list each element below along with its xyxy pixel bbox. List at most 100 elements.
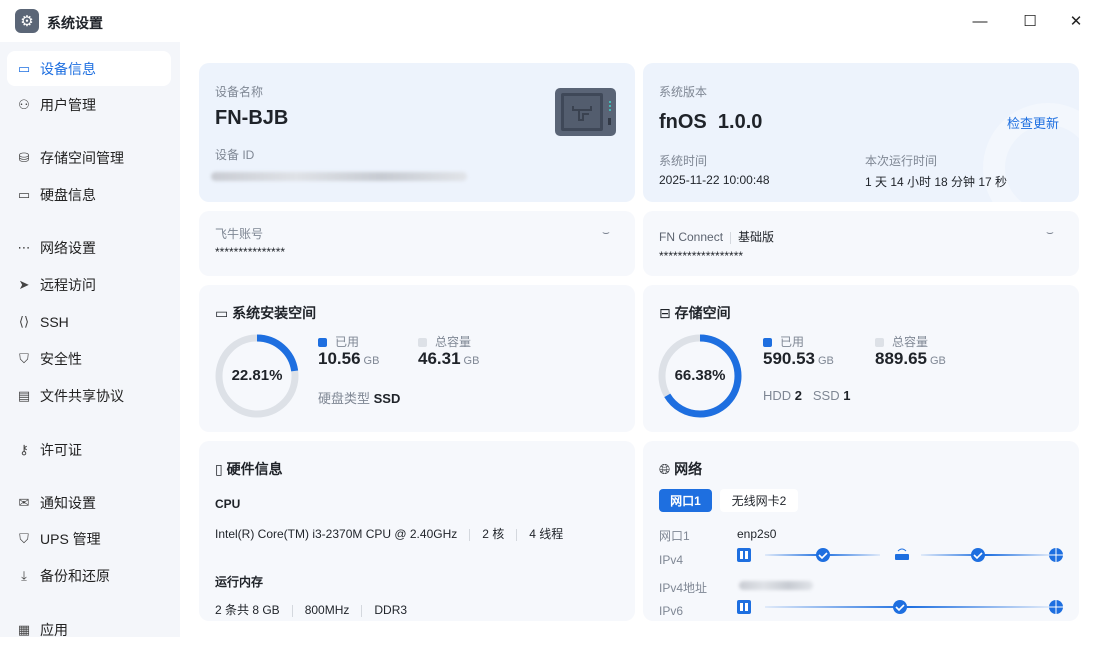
version-label: 系统版本: [659, 85, 708, 99]
device-card: 设备名称 FN-BJB 设备 ID: [199, 63, 635, 202]
install-used: 10.56 GB: [318, 349, 380, 368]
account-label: 飞牛账号: [215, 227, 264, 241]
storage-used: 590.53 GB: [763, 349, 834, 368]
storage-card: ⊟ 存储空间 66.38% 已用 590.53 GB 总容量 889.65 GB H…: [643, 285, 1079, 432]
device-id-label: 设备 ID: [215, 148, 255, 162]
sidebar-item-label: 许可证: [40, 441, 82, 458]
sidebar-item-label: 安全性: [40, 350, 82, 367]
device-id-blurred: [211, 172, 467, 181]
minimize-button[interactable]: —: [972, 12, 988, 30]
used-legend: 已用: [763, 333, 804, 350]
nic-icon: [737, 600, 751, 614]
check-update-link[interactable]: 检查更新: [1007, 116, 1060, 131]
system-version: fnOS 1.0.0: [659, 111, 763, 133]
maximize-button[interactable]: ☐: [1023, 13, 1037, 30]
system-time: 2025-11-22 10:00:48: [659, 173, 770, 187]
sidebar-item-label: UPS 管理: [40, 530, 101, 547]
send-icon: ➤: [18, 276, 30, 292]
drive-icon: ▭: [215, 305, 233, 321]
uptime-label: 本次运行时间: [865, 154, 938, 168]
sidebar-item-12[interactable]: ⤓ 备份和还原: [7, 558, 171, 593]
apps-icon: ▦: [17, 621, 31, 637]
sidebar-item-label: 备份和还原: [40, 567, 110, 584]
file-icon: ▤: [17, 387, 31, 403]
check-icon: [893, 600, 907, 614]
window-title: 系统设置: [47, 15, 103, 31]
device-name: FN-BJB: [215, 107, 289, 129]
network-card: 🌐︎ 网络 网口1 无线网卡2 网口1 enp2s0 IPv4 IPv4地址 I…: [643, 441, 1079, 621]
sidebar-item-2[interactable]: ⛁ 存储空间管理: [7, 140, 171, 175]
sidebar-item-label: 存储空间管理: [40, 149, 124, 166]
sidebar-item-0[interactable]: ▭ 设备信息: [7, 51, 171, 86]
main-panel: 设备名称 FN-BJB 设备 ID 系统版本 fnOS 1.0.0 检查更新 系…: [180, 44, 1099, 637]
sidebar-item-8[interactable]: ▤ 文件共享协议: [7, 378, 171, 413]
sidebar-item-5[interactable]: ➤ 远程访问: [7, 267, 171, 302]
tab-wireless2[interactable]: 无线网卡2: [720, 489, 798, 512]
storage-icon: ⊟: [659, 305, 675, 321]
disk-type: 硬盘类型 SSD: [318, 391, 401, 406]
install-space-percent: 22.81%: [231, 367, 283, 384]
sidebar-item-label: 远程访问: [40, 276, 96, 293]
cpu-info: Intel(R) Core(TM) i3-2370M CPU @ 2.40GHz…: [215, 527, 564, 541]
fn-connect-label: FN Connect 基础版: [659, 230, 775, 244]
fn-connect-value: ******************: [659, 249, 744, 263]
fn-connect-card: FN Connect 基础版 ****************** ⌣: [643, 211, 1079, 276]
user-icon: ⚇: [18, 96, 30, 112]
sidebar-item-9[interactable]: ⚷ 许可证: [7, 432, 171, 467]
sidebar-item-3[interactable]: ▭ 硬盘信息: [7, 177, 171, 212]
sidebar-item-label: 文件共享协议: [40, 387, 124, 404]
install-space-title: ▭ 系统安装空间: [215, 305, 317, 321]
used-legend: 已用: [318, 333, 359, 350]
sidebar-item-label: 用户管理: [40, 96, 96, 113]
hardware-icon: ▯: [215, 461, 227, 477]
key-icon: ⚷: [19, 441, 29, 457]
total-legend: 总容量: [418, 333, 471, 350]
globe-icon: 🌐︎: [659, 461, 675, 477]
backup-icon: ⤓: [21, 567, 27, 583]
storage-icon: ⛁: [18, 149, 30, 165]
cpu-label: CPU: [215, 497, 241, 511]
close-button[interactable]: ✕: [1069, 13, 1083, 30]
sidebar-item-label: 通知设置: [40, 494, 96, 511]
disk-icon: ▭: [17, 186, 31, 202]
sidebar-item-label: 网络设置: [40, 239, 96, 256]
nic-icon: [737, 548, 751, 562]
ipv6-label: IPv6: [659, 604, 684, 618]
install-space-card: ▭ 系统安装空间 22.81% 已用 10.56 GB 总容量 46.31 GB 硬…: [199, 285, 635, 432]
check-icon: [816, 548, 830, 562]
disk-counts: HDD 2 SSD 1: [763, 388, 851, 403]
sidebar-item-11[interactable]: ⛉ UPS 管理: [7, 521, 171, 556]
sidebar-item-10[interactable]: ✉ 通知设置: [7, 485, 171, 520]
ipv4-address-blurred: [739, 581, 813, 590]
internet-globe-icon: [1049, 548, 1063, 562]
eye-closed-icon[interactable]: ⌣: [1046, 225, 1054, 239]
mail-icon: ✉: [18, 494, 30, 510]
sidebar-item-13[interactable]: ▦ 应用: [7, 612, 171, 647]
memory-info: 2 条共 8 GB 800MHz DDR3: [215, 603, 408, 617]
sidebar-item-6[interactable]: ⟨⟩ SSH: [7, 304, 171, 339]
drive-icon: ▭: [17, 60, 31, 76]
sidebar-background: [0, 42, 180, 637]
system-card: 系统版本 fnOS 1.0.0 检查更新 系统时间 2025-11-22 10:…: [643, 63, 1079, 202]
sidebar-item-7[interactable]: ⛉ 安全性: [7, 341, 171, 376]
sidebar-item-1[interactable]: ⚇ 用户管理: [7, 87, 171, 122]
settings-gear-icon: ⚙: [15, 9, 39, 33]
ipv4-address-label: IPv4地址: [659, 581, 708, 595]
network-icon: ⋯: [17, 239, 31, 255]
system-time-label: 系统时间: [659, 154, 708, 168]
sidebar-item-label: 设备信息: [40, 60, 96, 77]
memory-label: 运行内存: [215, 575, 264, 589]
iface-label: 网口1: [659, 529, 690, 543]
total-legend: 总容量: [875, 333, 928, 350]
terminal-icon: ⟨⟩: [18, 313, 30, 329]
uptime: 1 天 14 小时 18 分钟 17 秒: [865, 175, 1008, 189]
storage-title: ⊟ 存储空间: [659, 305, 731, 321]
storage-percent: 66.38%: [674, 367, 726, 384]
eye-closed-icon[interactable]: ⌣: [602, 225, 610, 239]
internet-globe-icon: [1049, 600, 1063, 614]
install-space-ring: [215, 334, 299, 418]
tab-port1[interactable]: 网口1: [659, 489, 712, 512]
check-icon: [971, 548, 985, 562]
install-total: 46.31 GB: [418, 349, 480, 368]
sidebar-item-4[interactable]: ⋯ 网络设置: [7, 230, 171, 265]
